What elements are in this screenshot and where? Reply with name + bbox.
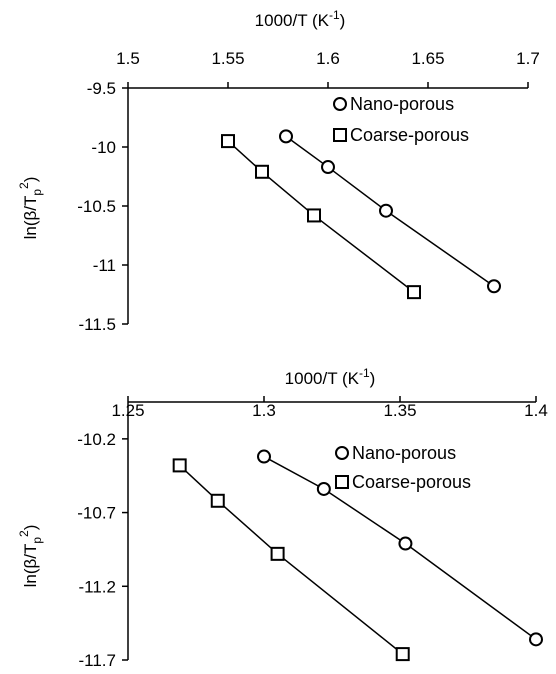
x-axis-title: 1000/T (K-1) xyxy=(285,366,376,388)
y-tick-label: -10.5 xyxy=(77,197,116,216)
y-tick-label: -11.5 xyxy=(79,315,117,334)
legend-marker-circle xyxy=(335,446,349,460)
x-tick-label: 1.6 xyxy=(316,49,340,68)
y-tick-label: -11.2 xyxy=(79,577,117,596)
y-tick-label: -10 xyxy=(91,138,116,157)
series-coarse-porous xyxy=(172,458,410,662)
data-point-square xyxy=(270,546,285,561)
legend-marker-square xyxy=(333,128,347,142)
legend-label: Coarse-porous xyxy=(350,125,469,145)
data-point-square xyxy=(172,458,187,473)
data-point-circle xyxy=(321,160,335,175)
data-point-circle xyxy=(257,449,271,464)
y-axis-title: ln(β/Tp2) xyxy=(17,525,44,588)
series-line xyxy=(285,135,495,287)
y-tick-label: -9.5 xyxy=(87,79,116,98)
data-point-square xyxy=(407,285,421,300)
legend-marker-circle xyxy=(333,97,347,111)
x-tick-label: 1.7 xyxy=(516,49,540,68)
x-tick-label: 1.3 xyxy=(252,401,276,420)
x-axis-title: 1000/T (K-1) xyxy=(255,8,346,30)
data-point-square xyxy=(395,647,410,662)
series-line xyxy=(263,455,537,640)
series-nano-porous xyxy=(257,449,543,647)
series-nano-porous xyxy=(279,129,501,294)
data-point-circle xyxy=(529,632,543,647)
legend: Nano-porous Coarse-porous xyxy=(333,94,469,145)
data-point-circle xyxy=(279,129,293,144)
series-line xyxy=(179,464,404,655)
data-point-square xyxy=(221,134,235,149)
x-tick-label: 1.5 xyxy=(116,49,140,68)
legend-marker-square xyxy=(335,475,349,489)
series-line xyxy=(227,140,415,293)
data-point-square xyxy=(210,493,225,508)
x-tick-label: 1.65 xyxy=(411,49,444,68)
x-tick-label: 1.35 xyxy=(383,401,416,420)
data-point-circle xyxy=(316,481,331,496)
chart-panel-1: 1.5 1.55 1.6 1.65 1.7 -9.5 -10 -10.5 -11 -11.5 100… xyxy=(17,8,540,334)
x-tick-label: 1.4 xyxy=(524,401,548,420)
series-coarse-porous xyxy=(221,134,421,300)
y-tick-label: -10.2 xyxy=(77,430,116,449)
y-tick-label: -10.7 xyxy=(77,504,116,523)
legend-label: Nano-porous xyxy=(352,443,456,463)
data-point-square xyxy=(255,164,269,179)
legend-label: Coarse-porous xyxy=(352,472,471,492)
data-point-circle xyxy=(398,536,413,551)
x-tick-label: 1.25 xyxy=(111,401,144,420)
y-tick-label: -11 xyxy=(93,256,116,275)
chart-panel-2: 1.25 1.3 1.35 1.4 -10.2 -10.7 -11.2 -11.7 1000/T… xyxy=(17,366,548,670)
legend-label: Nano-porous xyxy=(350,94,454,114)
data-point-circle xyxy=(379,203,393,218)
x-tick-label: 1.55 xyxy=(211,49,244,68)
legend: Nano-porous Coarse-porous xyxy=(335,443,471,492)
y-tick-label: -11.7 xyxy=(79,651,117,670)
data-point-circle xyxy=(487,279,501,294)
data-point-square xyxy=(307,208,321,223)
y-axis-title: ln(β/Tp2) xyxy=(17,177,44,240)
